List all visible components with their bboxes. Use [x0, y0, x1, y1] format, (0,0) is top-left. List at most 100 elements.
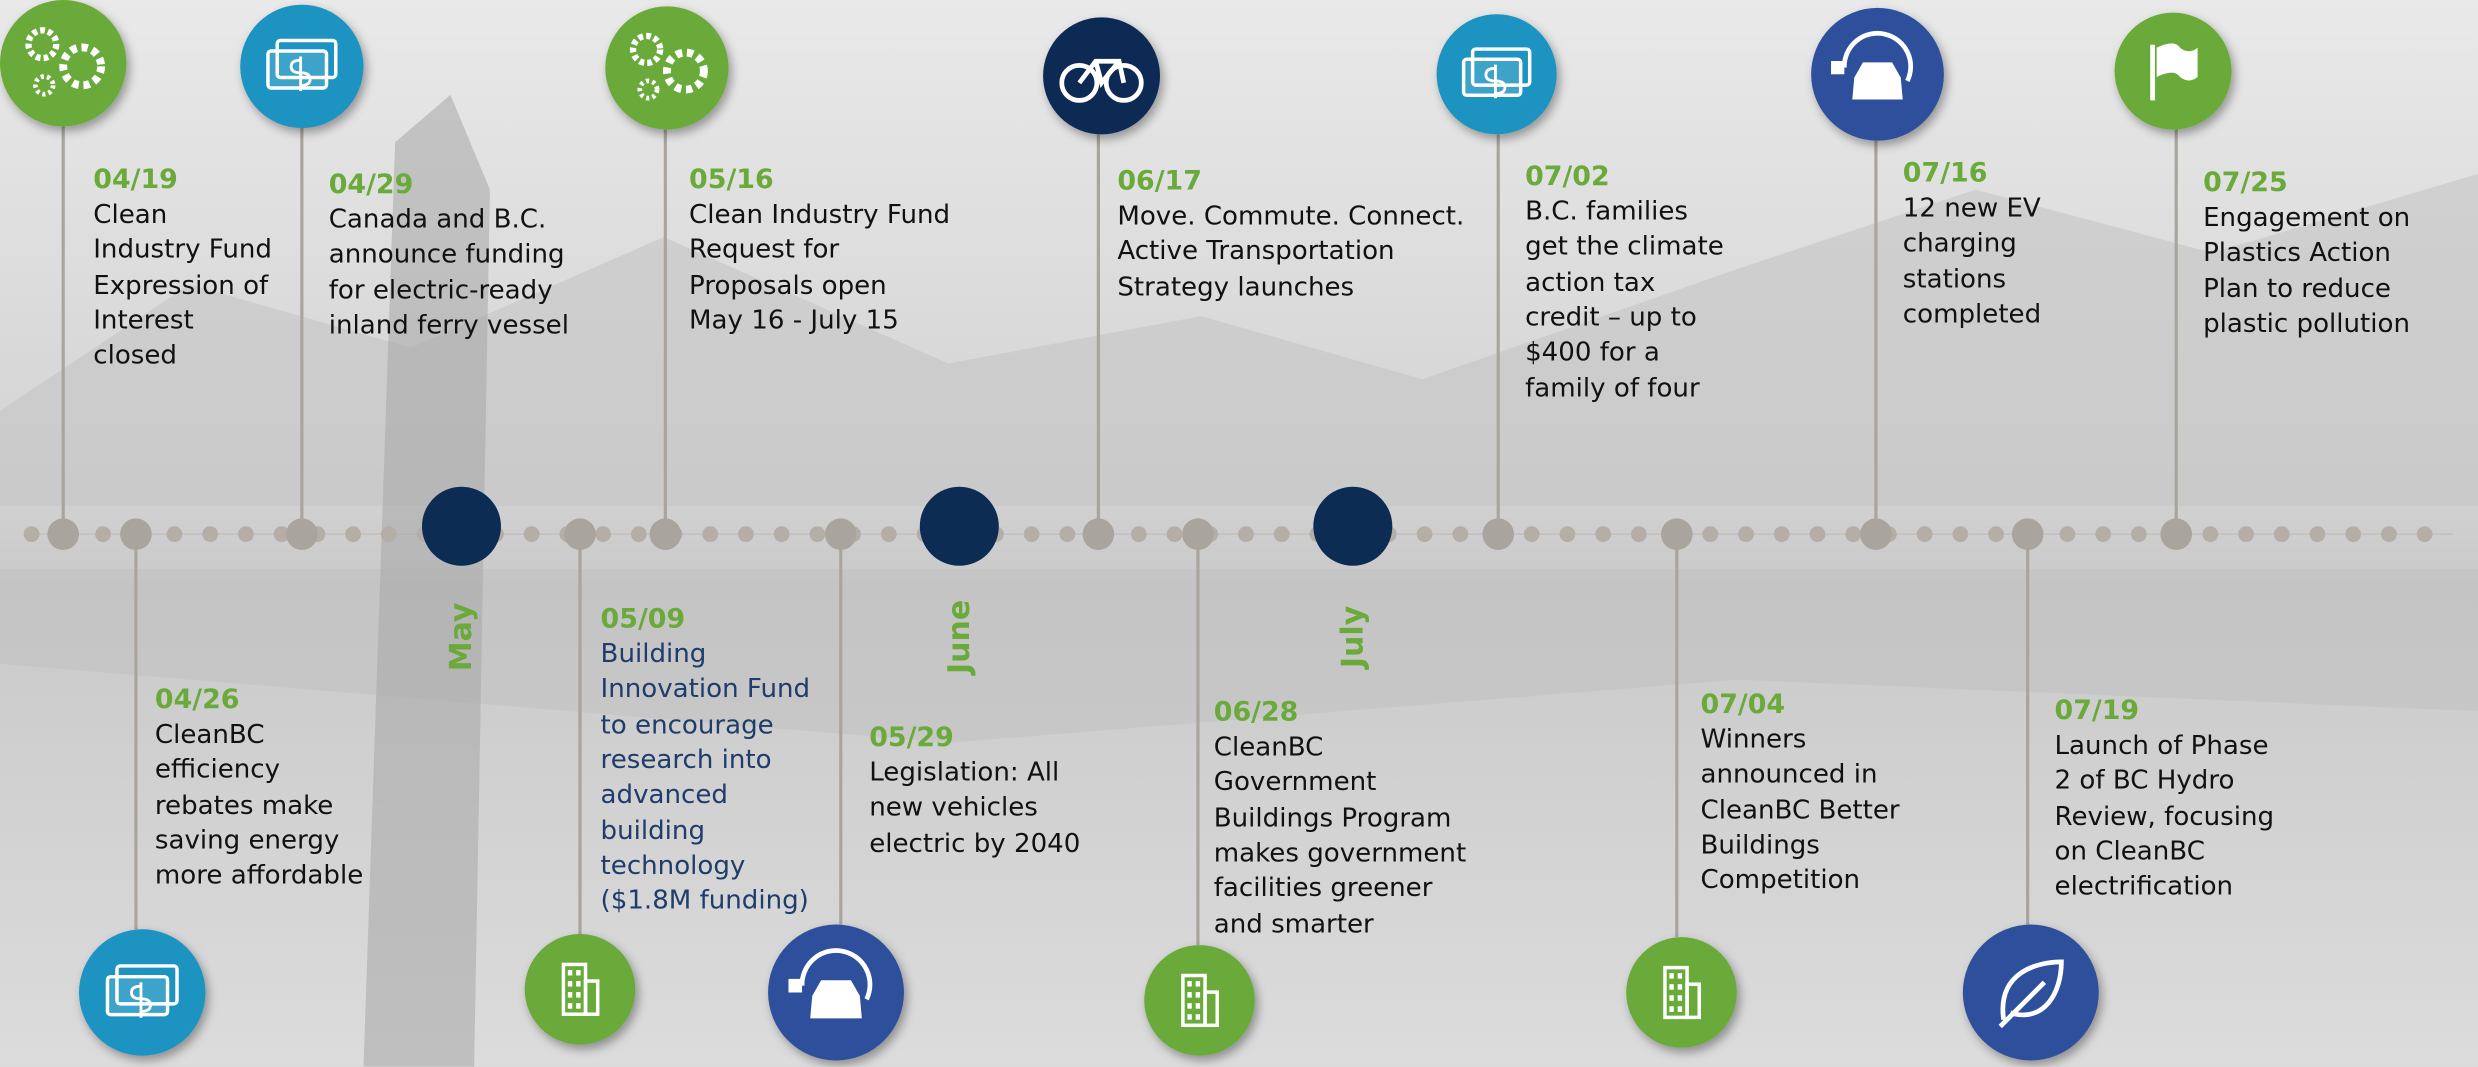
month-marker	[920, 487, 999, 566]
event-text: electric by 2040	[869, 826, 1080, 861]
window	[1669, 1006, 1673, 1012]
event-text: $400 for a	[1525, 335, 1660, 370]
event-text: Buildings Program	[1214, 801, 1452, 836]
event-dot	[1083, 518, 1115, 550]
event-text: Winners	[1701, 722, 1807, 757]
icon-circle	[0, 0, 126, 126]
icon-circle	[1144, 945, 1255, 1056]
event-text: May 16 - July 15	[689, 303, 899, 338]
event-date: 05/29	[869, 721, 954, 756]
icon-circle	[1626, 937, 1737, 1048]
event-text: ($1.8M funding)	[601, 884, 809, 919]
window	[576, 970, 580, 976]
event-text: closed	[93, 339, 177, 374]
window	[1196, 1014, 1200, 1020]
event-text: makes government	[1214, 836, 1466, 871]
bill	[268, 51, 327, 88]
event-text: plastic pollution	[2203, 306, 2410, 341]
window	[1187, 1014, 1191, 1020]
event-dot	[1860, 518, 1892, 550]
event-text: Canada and B.C.	[329, 202, 547, 237]
event-text: Plan to reduce	[2203, 271, 2391, 306]
event-dot	[825, 518, 857, 550]
event-icon	[605, 6, 728, 129]
event-text: Buildings	[1701, 828, 1820, 863]
window	[1678, 1006, 1682, 1012]
event-text: advanced	[601, 778, 728, 813]
month-marker	[422, 487, 501, 566]
event-date: 06/17	[1117, 164, 1202, 199]
month-marker	[1313, 487, 1392, 566]
event-text: Engagement on	[2203, 201, 2410, 236]
event-text: Proposals open	[689, 268, 887, 303]
window	[576, 992, 580, 998]
event-text: CleanBC Better	[1701, 793, 1900, 828]
event-icon	[1626, 937, 1737, 1048]
window	[1678, 984, 1682, 990]
event-icon	[1437, 14, 1557, 134]
event-text: efficiency	[155, 753, 280, 788]
window	[1669, 973, 1673, 979]
event-icon	[525, 934, 636, 1045]
event-text: Request for	[689, 233, 839, 268]
window	[1678, 973, 1682, 979]
event-text: Launch of Phase	[2055, 729, 2269, 764]
event-text: Interest	[93, 303, 194, 338]
event-text: saving energy	[155, 823, 339, 858]
event-dot	[286, 518, 318, 550]
event-icon	[1144, 945, 1255, 1056]
event-text: credit – up to	[1525, 300, 1697, 335]
event-dot	[120, 518, 152, 550]
event-dot	[2160, 518, 2192, 550]
event-text: Innovation Fund	[601, 672, 811, 707]
month-label: June	[942, 600, 977, 674]
event-date: 05/16	[689, 163, 774, 198]
month-label: May	[444, 603, 479, 672]
event-text: Strategy launches	[1117, 270, 1354, 305]
event-text: announce funding	[329, 238, 565, 273]
event-text: get the climate	[1525, 230, 1724, 265]
bill	[1464, 59, 1521, 95]
event-text: Clean	[93, 198, 167, 233]
event-text: 12 new EV	[1903, 191, 2041, 226]
event-text: 2 of BC Hydro	[2055, 764, 2235, 799]
car	[1852, 62, 1902, 99]
window	[1678, 995, 1682, 1001]
event-text: announced in	[1701, 757, 1878, 792]
timeline: 04/19CleanIndustry FundExpression ofInte…	[0, 0, 2478, 1067]
event-dot	[564, 518, 596, 550]
event-text: Clean Industry Fund	[689, 198, 950, 233]
event-text: technology	[601, 848, 746, 883]
event-date: 07/25	[2203, 166, 2288, 201]
event-text: CleanBC	[155, 718, 265, 753]
event-dot	[2012, 518, 2044, 550]
event-text: building	[601, 813, 705, 848]
event-icon	[1811, 8, 1944, 141]
event-dot	[650, 518, 682, 550]
plug	[1831, 61, 1844, 74]
event-text: Industry Fund	[93, 233, 272, 268]
event-dot	[1482, 518, 1514, 550]
event-date: 07/04	[1701, 687, 1786, 722]
event-text: rebates make	[155, 788, 333, 823]
event-text: Expression of	[93, 268, 268, 303]
event-text: Active Transportation	[1117, 234, 1394, 269]
window	[1196, 992, 1200, 998]
event-date: 05/09	[601, 602, 686, 637]
month-label: July	[1335, 606, 1370, 668]
window	[1196, 981, 1200, 987]
event-dot	[47, 518, 79, 550]
event-text: family of four	[1525, 371, 1700, 406]
event-icon	[1963, 925, 2099, 1061]
icon-circle	[1963, 925, 2099, 1061]
event-date: 04/26	[155, 683, 240, 718]
window	[1669, 984, 1673, 990]
event-text: Move. Commute. Connect.	[1117, 199, 1464, 234]
event-date: 07/02	[1525, 160, 1610, 195]
event-text: Plastics Action	[2203, 236, 2391, 271]
event-text: to encourage	[601, 707, 774, 742]
icon-circle	[525, 934, 636, 1045]
event-text: more affordable	[155, 858, 363, 893]
event-text: Government	[1214, 765, 1377, 800]
event-text: electrification	[2055, 870, 2234, 905]
